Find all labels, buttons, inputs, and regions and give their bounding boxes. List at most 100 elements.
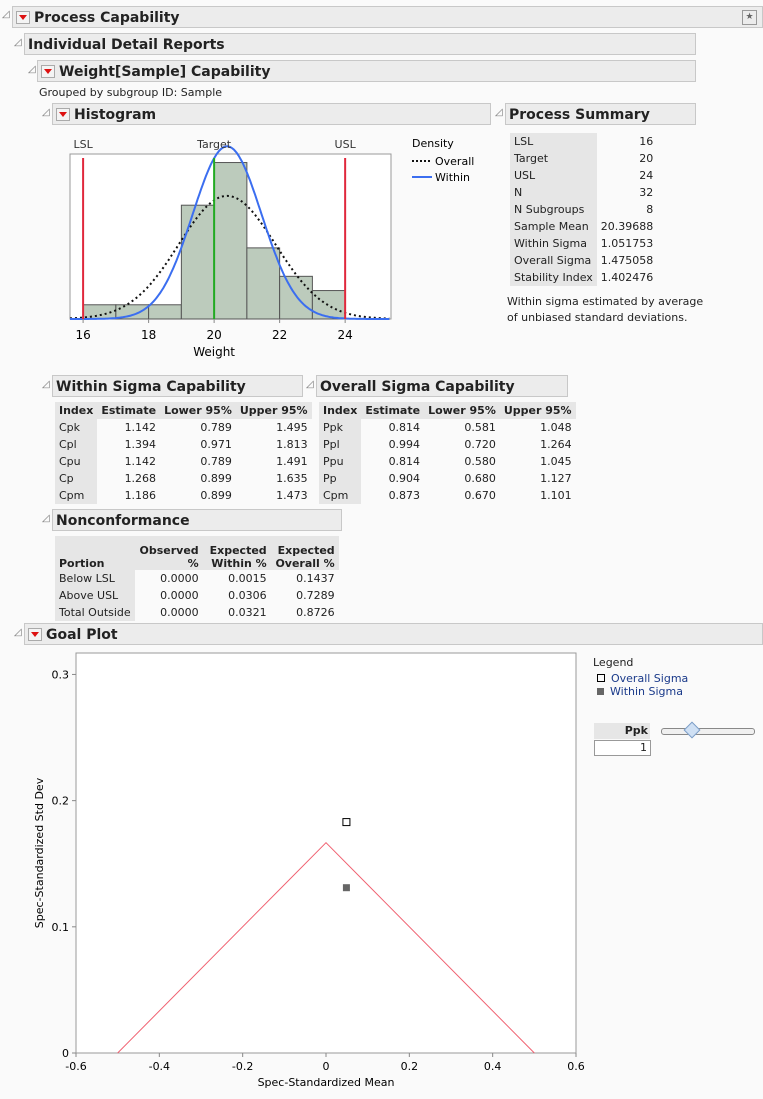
disclosure-icon[interactable]: ◿ xyxy=(42,513,50,524)
x-tick-label: 0 xyxy=(323,1060,330,1073)
histogram-header[interactable]: Histogram xyxy=(52,103,491,125)
table-cell: Pp xyxy=(319,470,362,487)
summary-note: Within sigma estimated by average of unbi… xyxy=(507,294,703,326)
column-header[interactable]: Portion xyxy=(55,536,135,570)
column-header[interactable]: Upper 95% xyxy=(499,402,576,419)
table-cell: 0.0321 xyxy=(228,606,267,619)
table-cell: 1.101 xyxy=(540,489,572,502)
disclosure-icon[interactable]: ◿ xyxy=(14,627,22,638)
open-square-icon xyxy=(597,674,605,682)
summary-value: 1.475058 xyxy=(600,254,654,267)
table-cell: 1.491 xyxy=(276,455,308,468)
legend-item-overall[interactable]: Overall Sigma xyxy=(597,672,688,685)
x-tick-label: 0.4 xyxy=(484,1060,502,1073)
x-axis-label: Spec-Standardized Mean xyxy=(258,1076,395,1089)
table-cell: 1.186 xyxy=(124,489,157,502)
summary-row: N 32 xyxy=(510,184,657,201)
table-cell: 1.127 xyxy=(540,472,572,485)
process-capability-header[interactable]: Process Capability ★ xyxy=(12,6,763,28)
table-cell: 1.268 xyxy=(124,472,157,485)
column-header[interactable]: Index xyxy=(319,402,362,419)
table-cell: 0.720 xyxy=(464,438,496,451)
column-header[interactable]: Estimate xyxy=(97,402,161,419)
red-triangle-menu-icon[interactable] xyxy=(56,107,70,121)
disclosure-icon[interactable]: ◿ xyxy=(42,107,50,118)
nonconformance-header[interactable]: Nonconformance xyxy=(52,509,342,531)
table-row: Below LSL 0.0000 0.0015 0.1437 xyxy=(55,570,339,587)
disclosure-icon[interactable]: ◿ xyxy=(2,9,10,20)
x-tick-label: 18 xyxy=(141,328,156,342)
column-header[interactable]: Expected Overall % xyxy=(270,536,339,570)
column-header[interactable]: Observed % xyxy=(134,536,203,570)
slider-thumb[interactable] xyxy=(683,721,701,739)
within-sigma-point xyxy=(342,884,350,892)
goal-plot-header[interactable]: Goal Plot xyxy=(24,623,763,645)
header-title: Within Sigma Capability xyxy=(56,379,246,395)
table-cell: 1.264 xyxy=(540,438,572,451)
process-summary-table: LSL 16 Target 20 USL 24 N 32 N Subgroups 8 Sample … xyxy=(510,133,657,286)
summary-row: LSL 16 xyxy=(510,133,657,150)
table-cell: 1.142 xyxy=(124,455,157,468)
column-header[interactable]: Lower 95% xyxy=(424,402,500,419)
summary-value: 32 xyxy=(639,186,654,199)
disclosure-icon[interactable]: ◿ xyxy=(42,379,50,390)
table-row: Cpl 1.394 0.971 1.813 xyxy=(55,436,312,453)
legend-label: Within xyxy=(435,171,470,184)
disclosure-icon[interactable]: ◿ xyxy=(306,379,314,390)
column-header[interactable]: Expected Within % xyxy=(202,536,271,570)
histogram-bar xyxy=(311,290,346,320)
table-header-row: Portion Observed % Expected Within % Expect… xyxy=(55,536,339,570)
table-cell: 0.814 xyxy=(388,421,421,434)
summary-row: N Subgroups 8 xyxy=(510,201,657,218)
legend-label: Overall Sigma xyxy=(611,672,689,685)
within-sigma-table: Index Estimate Lower 95% Upper 95% Cpk 1.142 0… xyxy=(55,402,312,504)
ppk-input[interactable]: 1 xyxy=(594,740,651,756)
disclosure-icon[interactable]: ◿ xyxy=(495,107,503,118)
table-row: Ppl 0.994 0.720 1.264 xyxy=(319,436,576,453)
table-cell: 0.0000 xyxy=(160,572,199,585)
summary-row: Overall Sigma 1.475058 xyxy=(510,252,657,269)
table-row: Cpk 1.142 0.789 1.495 xyxy=(55,419,312,436)
legend-label: Overall xyxy=(435,155,474,168)
column-header[interactable]: Upper 95% xyxy=(235,402,312,419)
ppk-slider[interactable] xyxy=(661,721,755,739)
column-header[interactable]: Index xyxy=(55,402,98,419)
table-cell: Cpu xyxy=(55,453,98,470)
table-row: Pp 0.904 0.680 1.127 xyxy=(319,470,576,487)
table-cell: 0.789 xyxy=(200,421,232,434)
star-icon[interactable]: ★ xyxy=(742,10,757,25)
table-cell: Ppu xyxy=(319,453,362,470)
column-header[interactable]: Lower 95% xyxy=(160,402,236,419)
disclosure-icon[interactable]: ◿ xyxy=(28,64,36,75)
table-row: Above USL 0.0000 0.0306 0.7289 xyxy=(55,587,339,604)
summary-value: 24 xyxy=(639,169,654,182)
header-title: Individual Detail Reports xyxy=(28,37,225,53)
process-summary-header[interactable]: Process Summary xyxy=(505,103,696,125)
table-header-row: Index Estimate Lower 95% Upper 95% xyxy=(319,402,576,419)
overall-sigma-header[interactable]: Overall Sigma Capability xyxy=(316,375,568,397)
table-cell: Cpk xyxy=(55,419,98,436)
histogram-bar xyxy=(279,275,313,320)
summary-label: Stability Index xyxy=(510,269,597,286)
table-cell: 0.580 xyxy=(464,455,496,468)
legend-item-within[interactable]: Within Sigma xyxy=(597,685,688,698)
x-axis-label: Weight xyxy=(193,345,235,359)
summary-value: 1.051753 xyxy=(600,237,654,250)
goal-legend: Legend Overall Sigma Within Sigma xyxy=(593,656,688,698)
overall-sigma-table: Index Estimate Lower 95% Upper 95% Ppk 0.814 0… xyxy=(319,402,576,504)
within-sigma-header[interactable]: Within Sigma Capability xyxy=(52,375,303,397)
table-cell: 1.045 xyxy=(540,455,572,468)
red-triangle-menu-icon[interactable] xyxy=(41,64,55,78)
summary-value: 1.402476 xyxy=(600,271,654,284)
column-header[interactable]: Estimate xyxy=(361,402,425,419)
table-cell: 0.680 xyxy=(464,472,496,485)
overall-density-curve xyxy=(69,194,390,320)
red-triangle-menu-icon[interactable] xyxy=(28,627,42,641)
individual-detail-header[interactable]: Individual Detail Reports xyxy=(24,33,696,55)
x-tick-label: 20 xyxy=(206,328,221,342)
weight-capability-header[interactable]: Weight[Sample] Capability xyxy=(37,60,696,82)
disclosure-icon[interactable]: ◿ xyxy=(14,37,22,48)
table-cell: 0.0000 xyxy=(160,606,199,619)
table-row: Cpu 1.142 0.789 1.491 xyxy=(55,453,312,470)
red-triangle-menu-icon[interactable] xyxy=(16,10,30,24)
